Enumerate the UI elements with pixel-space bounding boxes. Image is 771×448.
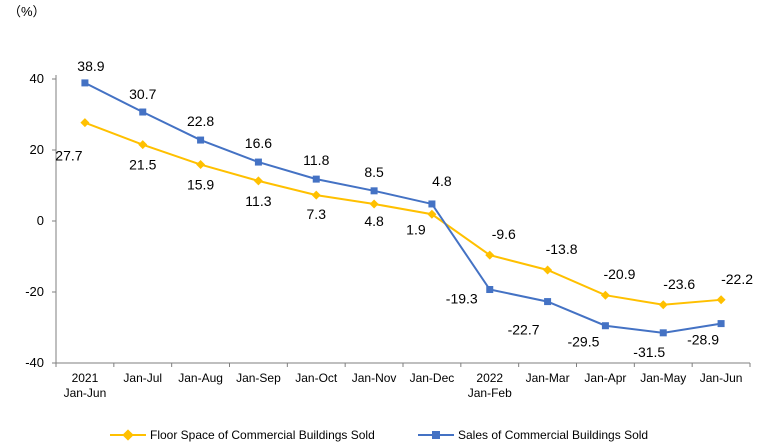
data-point-sales [717,320,725,328]
data-point-floor-space [716,295,726,305]
data-point-sales [428,200,436,208]
data-label-sales: -31.5 [633,344,665,360]
data-point-sales [81,79,89,87]
x-tick-label: Jan-Jul [123,371,162,385]
data-label-floor-space: 4.8 [364,213,384,229]
legend-label-floor-space: Floor Space of Commercial Buildings Sold [150,428,375,442]
data-point-floor-space [80,118,90,128]
data-label-floor-space: 15.9 [187,177,214,193]
data-label-sales: -19.3 [446,291,478,307]
series-layer [80,79,726,337]
data-label-sales: -28.9 [687,332,719,348]
y-tick-label: 40 [30,71,44,86]
data-point-sales [197,136,205,144]
x-tick-label: Jan-Mar [526,371,570,385]
x-tick-label: Jan-Jun [700,371,743,385]
data-point-floor-space [253,176,263,186]
data-label-floor-space: -22.2 [721,271,753,287]
legend-label-sales: Sales of Commercial Buildings Sold [458,428,649,442]
x-tick-label: 2022 Jan-Feb [468,371,512,400]
y-axis-unit-label: （%） [8,4,46,19]
legend: Floor Space of Commercial Buildings Sold… [0,424,771,446]
data-point-floor-space [311,190,321,200]
data-label-floor-space: 21.5 [129,157,156,173]
data-point-floor-space [427,209,437,219]
legend-swatch-floor-space [110,424,146,446]
y-tick-label: -20 [25,284,44,299]
legend-item-sales: Sales of Commercial Buildings Sold [418,424,648,446]
x-tick-label: Jan-Nov [352,371,397,385]
data-point-floor-space [138,140,148,150]
data-label-sales: 38.9 [77,58,104,74]
data-point-sales [659,329,667,337]
data-label-sales: -29.5 [567,334,599,350]
data-point-floor-space [658,300,668,310]
legend-item-floor-space: Floor Space of Commercial Buildings Sold [110,424,375,446]
x-tick-label: Jan-Sep [236,371,281,385]
series-line-0 [84,121,722,306]
x-tick-label: Jan-Oct [295,371,338,385]
square-marker-icon [432,431,440,439]
y-tick-label: -40 [25,355,44,370]
x-tick-label: Jan-Apr [584,371,626,385]
data-label-floor-space: 7.3 [307,206,327,222]
data-point-floor-space [600,290,610,300]
data-point-sales [601,322,609,330]
data-label-floor-space: 1.9 [406,221,426,237]
data-point-sales [312,175,320,183]
data-point-floor-space [543,265,553,275]
data-label-sales: 8.5 [364,164,384,180]
y-tick-label: 0 [37,213,44,228]
legend-swatch-sales [418,424,454,446]
data-label-floor-space: -13.8 [546,241,578,257]
data-labels: 27.7 21.5 15.9 11.3 7.3 4.8 1.9 -9.6 -13.8 -20.9 -… [55,58,753,360]
x-tick-label: Jan-Aug [178,371,223,385]
data-label-floor-space: -23.6 [663,276,695,292]
data-label-floor-space: 27.7 [55,148,82,164]
data-point-sales [254,158,262,166]
x-tick-label: Jan-Dec [410,371,455,385]
data-label-sales: -22.7 [508,322,540,338]
data-label-floor-space: -9.6 [492,226,516,242]
data-label-sales: 11.8 [303,152,329,168]
data-label-sales: 16.6 [245,135,272,151]
data-point-sales [139,108,147,116]
y-tick-label: 20 [30,142,44,157]
x-tick-label: 2021 Jan-Jun [64,371,107,400]
data-label-sales: 22.8 [187,113,214,129]
data-label-floor-space: -20.9 [603,266,635,282]
x-tick-label: Jan-May [640,371,686,385]
data-point-sales [544,298,552,306]
data-point-sales [370,187,378,195]
data-point-floor-space [369,199,379,209]
series-line-1 [84,82,722,334]
data-label-floor-space: 11.3 [245,193,271,209]
axes: -40 -20 0 20 40 2021 Jan-Jun Jan-Jul Jan-Aug Jan-… [25,71,751,400]
diamond-marker-icon [122,429,134,441]
data-point-floor-space [485,250,495,260]
data-point-floor-space [196,160,206,170]
data-label-sales: 4.8 [432,173,452,189]
data-label-sales: 30.7 [129,86,156,102]
line-chart: （%） -40 -20 0 20 40 2021 Jan-Jun Jan-Jul Jan-Aug… [8,4,753,400]
data-point-sales [486,286,494,294]
